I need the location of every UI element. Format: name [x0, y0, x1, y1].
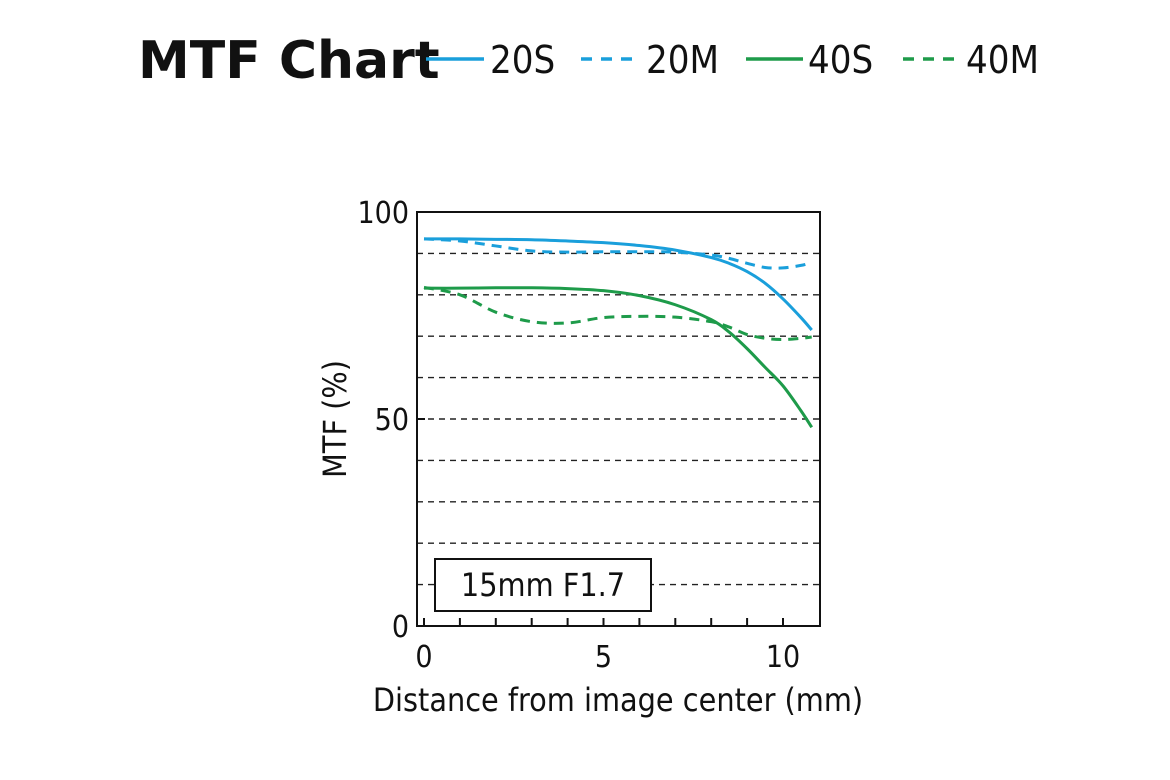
x-tick-label-5: 5 [595, 640, 612, 675]
series-lines [423, 237, 813, 429]
x-tick-label-10: 10 [766, 640, 800, 675]
chart-title: MTF Chart [138, 31, 440, 91]
y-axis-label: MTF (%) [316, 360, 354, 478]
legend-label-20m: 20M [646, 38, 719, 82]
y-tick-label-0: 0 [392, 610, 409, 645]
x-tick-label-0: 0 [415, 640, 432, 675]
annotation-box: 15mm F1.7 [434, 558, 652, 612]
legend: 20S 20M 40S 40M [426, 38, 1039, 82]
series-line-40m [423, 285, 812, 342]
y-tick-label-50: 50 [375, 403, 409, 438]
annotation-text: 15mm F1.7 [461, 566, 625, 604]
legend-label-40s: 40S [808, 38, 873, 82]
annotation-frame [434, 558, 652, 612]
legend-label-40m: 40M [966, 38, 1039, 82]
series-line-40s [423, 286, 813, 429]
legend-label-20s: 20S [490, 38, 555, 82]
y-tick-label-100: 100 [357, 196, 409, 231]
axis-ticks [417, 211, 784, 627]
x-axis-label: Distance from image center (mm) [373, 681, 863, 719]
series-line-20s [423, 237, 813, 331]
